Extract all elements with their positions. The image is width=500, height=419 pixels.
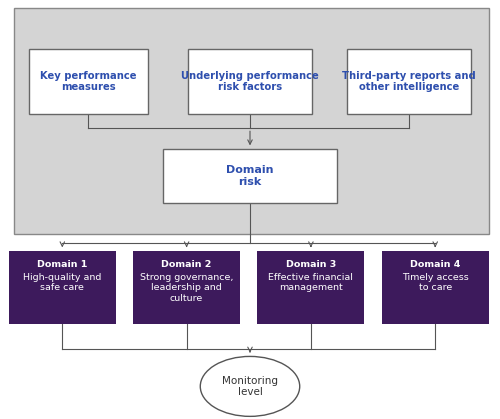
Text: Key performance
measures: Key performance measures [40, 71, 136, 92]
Text: Monitoring
level: Monitoring level [222, 375, 278, 397]
Text: Third-party reports and
other intelligence: Third-party reports and other intelligen… [342, 71, 476, 92]
Text: High-quality and
safe care: High-quality and safe care [23, 273, 102, 292]
Text: Domain 2: Domain 2 [162, 260, 212, 269]
Text: Domain
risk: Domain risk [226, 166, 274, 187]
FancyBboxPatch shape [347, 49, 472, 114]
Text: Domain 1: Domain 1 [37, 260, 88, 269]
Ellipse shape [200, 357, 300, 416]
FancyBboxPatch shape [163, 149, 337, 203]
Text: Domain 4: Domain 4 [410, 260, 461, 269]
FancyBboxPatch shape [9, 251, 116, 324]
FancyBboxPatch shape [28, 49, 148, 114]
FancyBboxPatch shape [133, 251, 240, 324]
FancyBboxPatch shape [382, 251, 488, 324]
Text: Timely access
to care: Timely access to care [402, 273, 468, 292]
Text: Strong governance,
leadership and
culture: Strong governance, leadership and cultur… [140, 273, 234, 303]
FancyBboxPatch shape [188, 49, 312, 114]
Text: Underlying performance
risk factors: Underlying performance risk factors [181, 71, 319, 92]
Text: Domain 3: Domain 3 [286, 260, 336, 269]
Text: Effective financial
management: Effective financial management [268, 273, 354, 292]
FancyBboxPatch shape [14, 8, 488, 235]
FancyBboxPatch shape [258, 251, 364, 324]
